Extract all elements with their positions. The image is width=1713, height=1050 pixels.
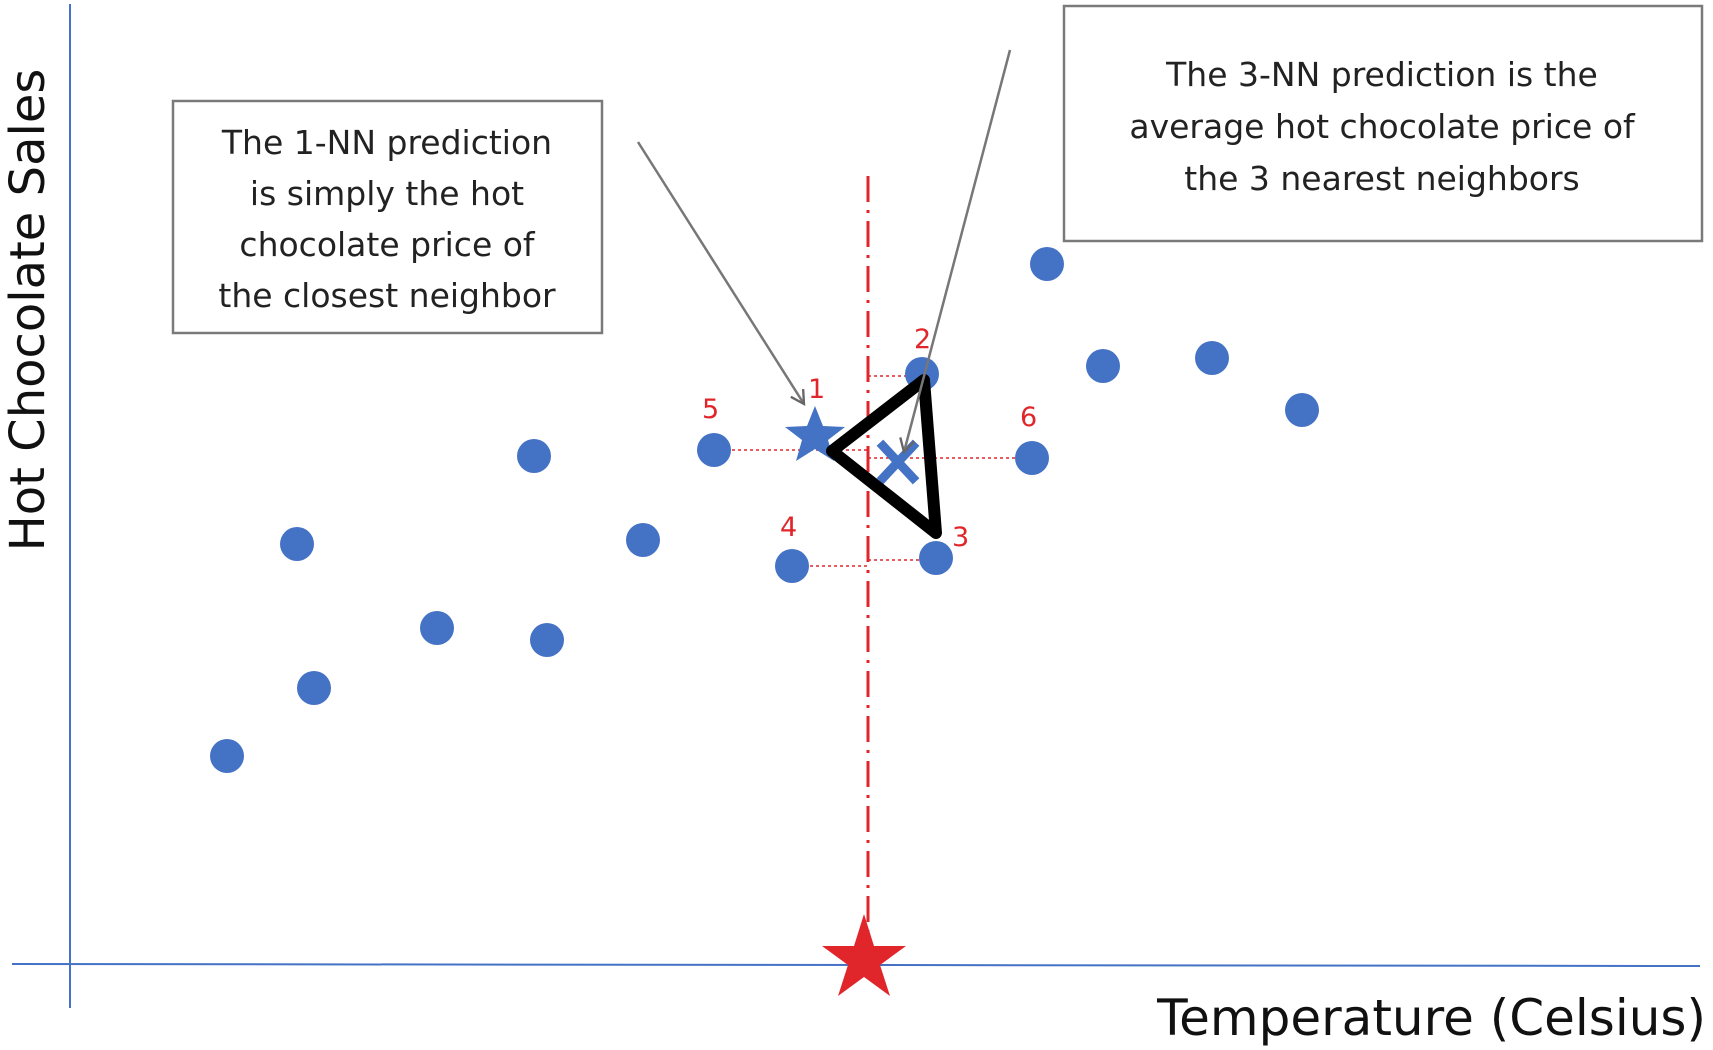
neighbor-label-5: 5 bbox=[702, 394, 719, 425]
data-point-4 bbox=[775, 549, 809, 583]
data-point bbox=[280, 527, 314, 561]
neighbor-label-3: 3 bbox=[952, 522, 969, 553]
neighbor-label-4: 4 bbox=[780, 512, 797, 543]
data-point-3 bbox=[919, 541, 953, 575]
data-point bbox=[530, 623, 564, 657]
neighbor-connectors bbox=[714, 375, 1032, 567]
data-point bbox=[297, 671, 331, 705]
callout-3nn-line-3: the 3 nearest neighbors bbox=[1184, 159, 1579, 198]
prediction-x-marker bbox=[876, 439, 920, 485]
callout-1nn-line-1: The 1-NN prediction bbox=[221, 123, 552, 162]
data-point bbox=[420, 611, 454, 645]
data-point-6 bbox=[1015, 441, 1049, 475]
callout-3nn-line-2: average hot chocolate price of bbox=[1129, 107, 1636, 146]
data-point bbox=[1285, 393, 1319, 427]
data-point bbox=[517, 439, 551, 473]
y-axis-label: Hot Chocolate Sales bbox=[0, 69, 56, 552]
callout-arrow-1nn bbox=[636, 141, 806, 407]
callout-arrow-3nn bbox=[899, 49, 1012, 455]
callout-1nn-line-4: the closest neighbor bbox=[218, 276, 556, 315]
query-point-star bbox=[822, 914, 906, 996]
x-axis-label: Temperature (Celsius) bbox=[1156, 989, 1706, 1047]
data-point bbox=[1086, 349, 1120, 383]
callout-1nn-line-2: is simply the hot bbox=[250, 174, 524, 213]
callout-3nn-line-1: The 3-NN prediction is the bbox=[1165, 55, 1598, 94]
data-point bbox=[1195, 341, 1229, 375]
data-point-5 bbox=[697, 433, 731, 467]
callout-3nn: The 3-NN prediction is the average hot c… bbox=[1062, 4, 1704, 243]
neighbor-triangle bbox=[826, 374, 942, 539]
data-points bbox=[210, 247, 1319, 773]
neighbor-label-1: 1 bbox=[808, 374, 825, 405]
neighbor-label-6: 6 bbox=[1020, 402, 1037, 433]
data-point bbox=[210, 739, 244, 773]
callout-1nn-line-3: chocolate price of bbox=[239, 225, 536, 264]
data-point bbox=[626, 523, 660, 557]
data-point bbox=[1030, 247, 1064, 281]
callout-3nn-box bbox=[1062, 4, 1704, 243]
callout-1nn: The 1-NN prediction is simply the hot ch… bbox=[171, 99, 604, 335]
neighbor-label-2: 2 bbox=[914, 324, 931, 355]
callout-1nn-box bbox=[171, 99, 604, 335]
